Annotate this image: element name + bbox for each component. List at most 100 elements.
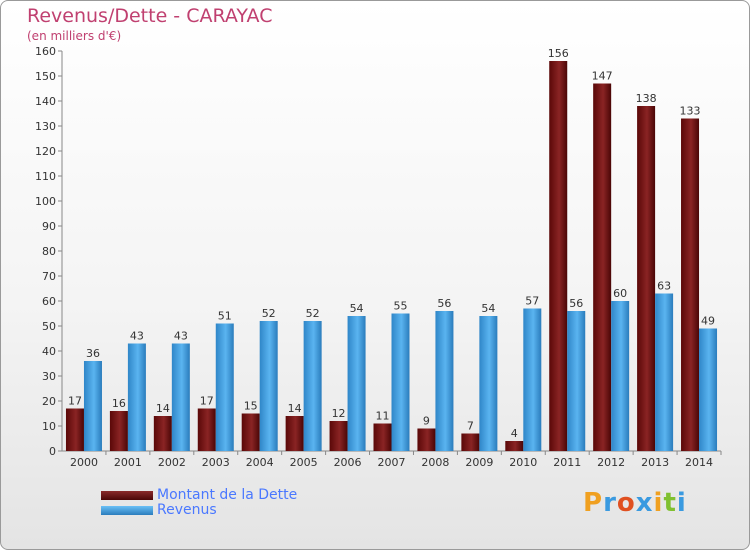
bar-debt — [109, 411, 128, 451]
data-label-revenus: 57 — [525, 295, 539, 308]
bar-revenus — [479, 316, 498, 451]
bar-debt — [329, 421, 348, 451]
x-tick-label: 2006 — [334, 456, 362, 469]
bar-debt — [197, 408, 216, 451]
bar-debt — [505, 441, 524, 451]
x-tick-label: 2012 — [597, 456, 625, 469]
x-tick-label: 2007 — [378, 456, 406, 469]
logo-letter: t — [663, 488, 677, 518]
bar-revenus — [259, 321, 278, 451]
y-tick-label: 110 — [35, 170, 56, 183]
data-label-debt: 15 — [244, 400, 258, 413]
data-label-debt: 7 — [467, 420, 474, 433]
chart-subtitle: (en milliers d'€) — [27, 29, 122, 43]
logo-letter: o — [616, 488, 636, 518]
y-tick-label: 160 — [35, 45, 56, 58]
x-tick-label: 2004 — [246, 456, 274, 469]
y-tick-label: 100 — [35, 195, 56, 208]
data-label-debt: 147 — [592, 70, 613, 83]
data-label-debt: 9 — [423, 415, 430, 428]
data-label-revenus: 56 — [437, 297, 451, 310]
bar-revenus — [435, 311, 454, 451]
x-tick-label: 2002 — [158, 456, 186, 469]
y-tick-label: 90 — [42, 220, 56, 233]
data-label-revenus: 51 — [218, 310, 232, 323]
chart-title: Revenus/Dette - CARAYAC — [27, 5, 273, 27]
bar-debt — [373, 423, 392, 451]
y-tick-label: 20 — [42, 395, 56, 408]
data-label-debt: 16 — [112, 397, 126, 410]
data-label-revenus: 63 — [657, 280, 671, 293]
y-tick-label: 30 — [42, 370, 56, 383]
y-tick-label: 60 — [42, 295, 56, 308]
bar-revenus — [523, 308, 542, 451]
x-tick-label: 2001 — [114, 456, 142, 469]
data-label-revenus: 60 — [613, 287, 627, 300]
bar-revenus — [347, 316, 366, 451]
y-tick-label: 80 — [42, 245, 56, 258]
bar-debt — [637, 106, 656, 451]
legend-swatch-revenus — [101, 505, 153, 515]
y-tick-label: 140 — [35, 95, 56, 108]
bar-debt — [593, 83, 612, 451]
data-label-debt: 4 — [511, 427, 518, 440]
data-label-revenus: 54 — [481, 302, 495, 315]
y-tick-label: 10 — [42, 420, 56, 433]
logo-letter: r — [603, 488, 617, 518]
bar-debt — [681, 118, 700, 451]
y-tick-label: 130 — [35, 120, 56, 133]
bar-revenus — [83, 361, 102, 451]
logo-letter: P — [583, 488, 604, 518]
bar-debt — [285, 416, 304, 451]
data-label-debt: 133 — [680, 105, 701, 118]
bar-debt — [65, 408, 84, 451]
bar-debt — [417, 428, 436, 451]
data-label-debt: 17 — [68, 395, 82, 408]
y-tick-label: 50 — [42, 320, 56, 333]
legend-label-revenus: Revenus — [157, 502, 217, 518]
legend-label-debt: Montant de la Dette — [157, 487, 298, 503]
bar-revenus — [127, 343, 146, 451]
data-label-revenus: 55 — [394, 300, 408, 313]
bar-revenus — [303, 321, 322, 451]
bar-revenus — [699, 328, 718, 451]
bar-revenus — [391, 313, 410, 451]
legend-item-revenus: Revenus — [101, 502, 217, 518]
logo-letter: x — [635, 488, 654, 518]
x-tick-label: 2011 — [553, 456, 581, 469]
x-tick-label: 2014 — [685, 456, 713, 469]
data-label-debt: 14 — [156, 402, 170, 415]
y-tick-label: 70 — [42, 270, 56, 283]
bar-revenus — [611, 301, 630, 451]
x-tick-label: 2008 — [421, 456, 449, 469]
data-label-revenus: 36 — [86, 347, 100, 360]
x-tick-label: 2000 — [70, 456, 98, 469]
data-label-debt: 156 — [548, 47, 569, 60]
data-label-debt: 14 — [288, 402, 302, 415]
x-tick-label: 2009 — [465, 456, 493, 469]
data-label-revenus: 43 — [174, 330, 188, 343]
data-label-revenus: 52 — [306, 307, 320, 320]
data-label-debt: 12 — [332, 407, 346, 420]
data-label-revenus: 43 — [130, 330, 144, 343]
bar-debt — [153, 416, 172, 451]
proxiti-logo: Proxiti — [583, 488, 687, 518]
legend-item-debt: Montant de la Dette — [101, 487, 297, 503]
logo-letter: i — [676, 488, 687, 518]
bar-debt — [549, 61, 568, 451]
bar-revenus — [567, 311, 586, 451]
logo-letter: i — [653, 488, 664, 518]
data-label-debt: 138 — [636, 92, 657, 105]
bar-revenus — [215, 323, 234, 451]
legend-swatch-debt — [101, 490, 153, 500]
bar-revenus — [655, 293, 674, 451]
data-label-revenus: 54 — [350, 302, 364, 315]
x-tick-label: 2003 — [202, 456, 230, 469]
data-label-revenus: 56 — [569, 297, 583, 310]
bar-debt — [461, 433, 480, 451]
data-label-revenus: 49 — [701, 315, 715, 328]
bar-revenus — [171, 343, 190, 451]
y-tick-label: 120 — [35, 145, 56, 158]
